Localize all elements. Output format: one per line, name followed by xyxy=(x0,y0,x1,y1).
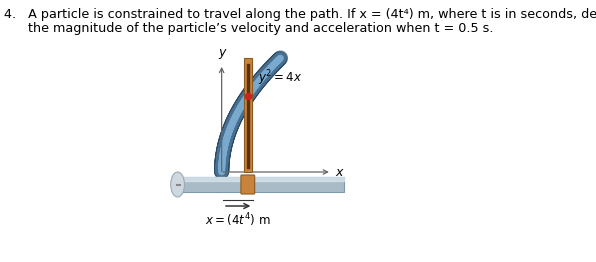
Text: $y^2 = 4x$: $y^2 = 4x$ xyxy=(258,68,303,88)
Bar xyxy=(244,58,252,172)
Text: the magnitude of the particle’s velocity and acceleration when t = 0.5 s.: the magnitude of the particle’s velocity… xyxy=(4,22,493,35)
FancyBboxPatch shape xyxy=(241,175,254,194)
Text: 4.   A particle is constrained to travel along the path. If x = (4t⁴) m, where t: 4. A particle is constrained to travel a… xyxy=(4,8,596,21)
Ellipse shape xyxy=(170,172,185,197)
Text: $x = (4t^4)$ m: $x = (4t^4)$ m xyxy=(206,211,271,229)
Text: x: x xyxy=(335,166,343,178)
Text: y: y xyxy=(218,46,225,59)
Bar xyxy=(181,177,344,192)
